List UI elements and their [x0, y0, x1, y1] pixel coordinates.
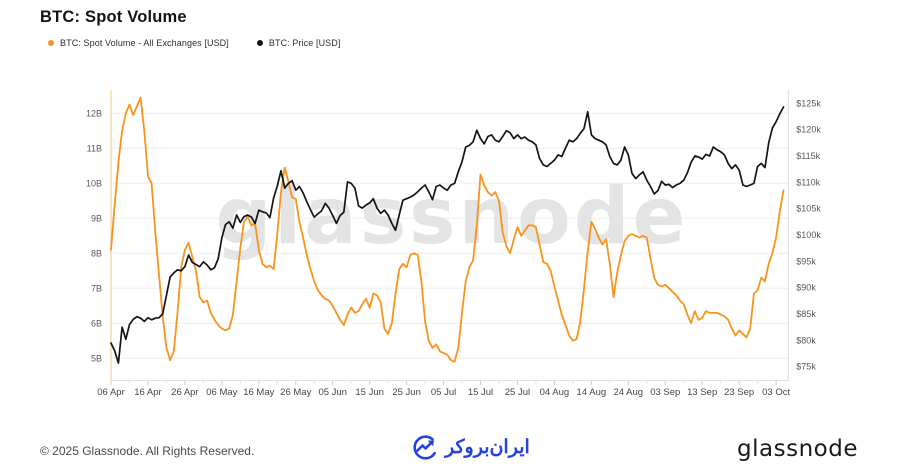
y-axis-right-tick-label: $90k	[796, 283, 816, 293]
y-axis-right-tick-label: $125k	[796, 98, 821, 108]
trend-circle-icon	[413, 435, 438, 460]
x-axis-tick-label: 16 Apr	[134, 387, 161, 398]
price-series-dot-icon	[256, 40, 263, 46]
y-axis-right-tick-label: $120k	[796, 125, 821, 135]
y-axis-right-tick-label: $105k	[796, 204, 821, 214]
y-axis-left-tick-label: 5B	[91, 353, 102, 363]
x-axis-tick-label: 14 Aug	[577, 387, 607, 398]
x-axis-tick-label: 26 Apr	[171, 387, 198, 398]
y-axis-right-tick-label: $95k	[796, 256, 816, 266]
x-axis-tick-label: 15 Jun	[355, 387, 384, 398]
y-axis-left-tick-label: 7B	[91, 283, 102, 293]
y-axis-right-tick-label: $85k	[796, 309, 816, 319]
legend-item-price[interactable]: BTC: Price [USD]	[256, 38, 341, 48]
y-axis-left-tick-label: 12B	[86, 108, 102, 118]
x-axis-tick-label: 25 Jun	[392, 387, 421, 398]
y-axis-left-tick-label: 10B	[86, 178, 102, 188]
copyright-text: © 2025 Glassnode. All Rights Reserved.	[40, 444, 255, 458]
x-axis-tick-label: 24 Aug	[614, 387, 644, 398]
chart-canvas[interactable]: glassnode 5B 6B 7B 8B 9B 10B 11B 12B $75k $80k $85k…	[0, 60, 900, 415]
y-axis-right-tick-label: $100k	[796, 230, 821, 240]
y-axis-right-tick-label: $110k	[796, 177, 820, 187]
x-axis-tick-label: 16 May	[243, 387, 274, 398]
x-axis-tick-label: 15 Jul	[468, 387, 493, 398]
x-axis-tick-label: 06 May	[206, 387, 237, 398]
spot-volume-line-series	[110, 96, 785, 363]
x-axis-tick-label: 13 Sep	[687, 387, 717, 398]
x-axis-tick-label: 06 Apr	[97, 387, 124, 398]
glassnode-wordmark: glassnode	[737, 436, 858, 462]
y-axis-right-tick-label: $80k	[796, 335, 816, 345]
x-axis-tick-label: 25 Jul	[505, 387, 530, 398]
legend-label-price: BTC: Price [USD]	[268, 38, 341, 48]
page-title: BTC: Spot Volume	[40, 8, 187, 26]
y-axis-left-tick-label: 11B	[87, 143, 102, 153]
y-axis-left-tick-label: 6B	[91, 318, 102, 328]
iranbroker-logo-text: ایران‌بروکر	[445, 437, 530, 458]
y-axis-right-tick-label: $75k	[796, 362, 816, 372]
x-axis-tick-label: 03 Sep	[650, 387, 680, 398]
x-axis-tick-label: 05 Jun	[318, 387, 347, 398]
legend-label-spot-volume: BTC: Spot Volume - All Exchanges [USD]	[60, 38, 229, 48]
y-axis-left-tick-label: 9B	[91, 213, 102, 223]
x-axis-tick-label: 05 Jul	[431, 387, 456, 398]
chart-legend: BTC: Spot Volume - All Exchanges [USD] B…	[48, 38, 340, 48]
price-line-series	[110, 106, 785, 364]
iranbroker-logo[interactable]: ایران‌بروکر	[412, 434, 530, 461]
x-axis-tick-label: 04 Aug	[540, 387, 570, 398]
x-axis-tick-label: 03 Oct	[762, 387, 790, 398]
spot-volume-series-dot-icon	[48, 40, 54, 46]
x-axis-tick-label: 23 Sep	[724, 387, 754, 398]
y-axis-left-tick-label: 8B	[91, 248, 102, 258]
legend-item-spot-volume[interactable]: BTC: Spot Volume - All Exchanges [USD]	[48, 38, 229, 48]
y-axis-right-tick-label: $115k	[796, 151, 820, 161]
x-axis-tick-label: 26 May	[280, 387, 311, 398]
